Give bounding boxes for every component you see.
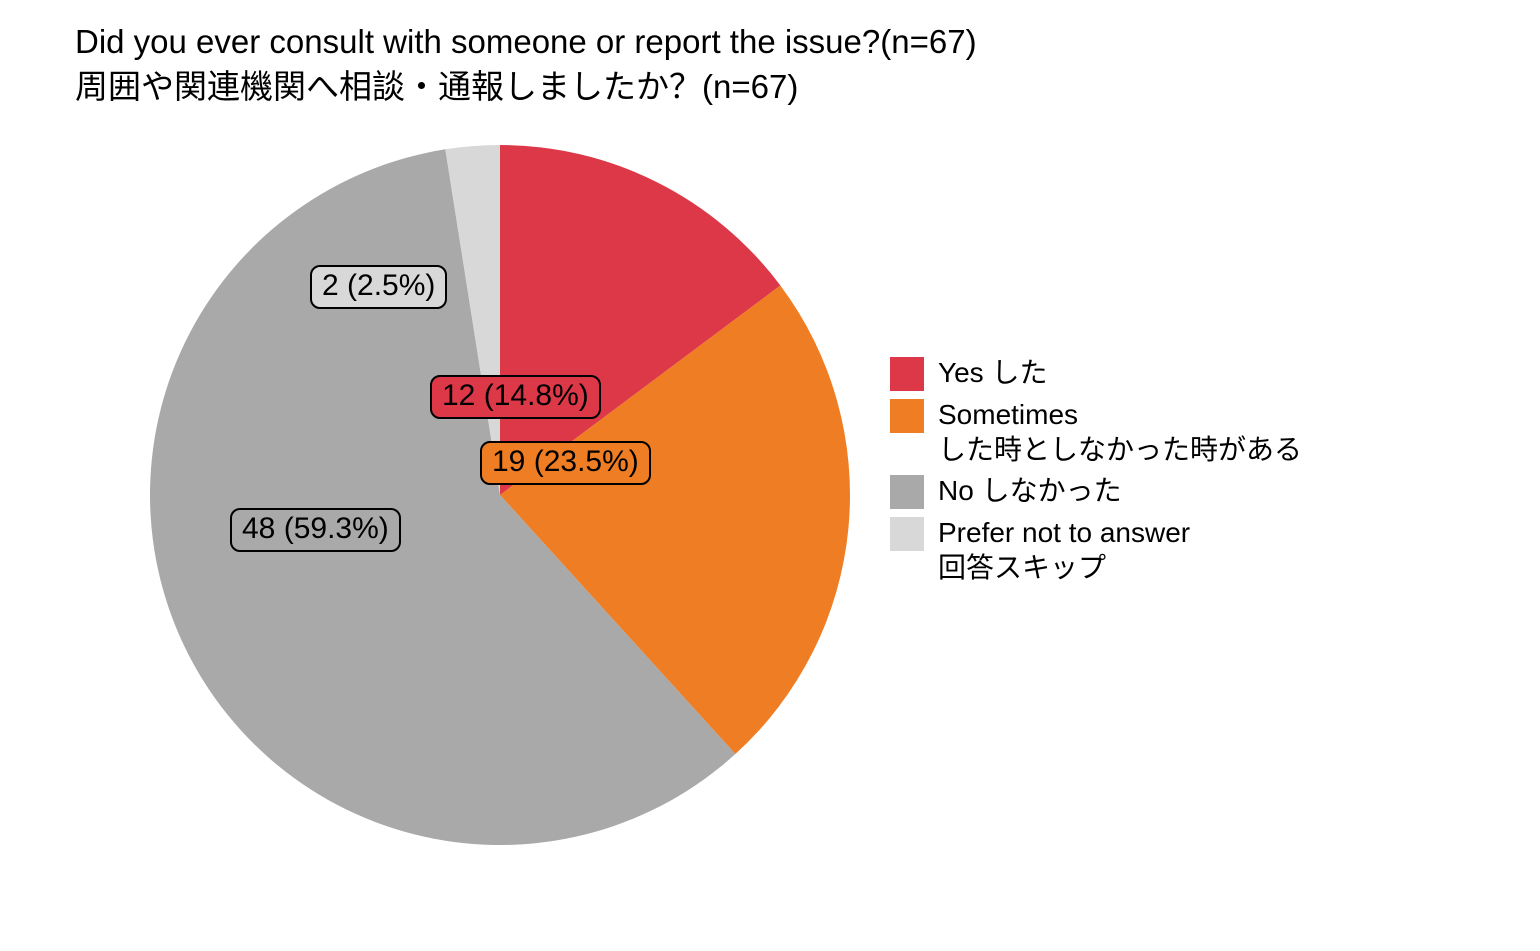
slice-label-skip: 2 (2.5%) <box>310 265 447 309</box>
pie-chart: Did you ever consult with someone or rep… <box>0 0 1540 951</box>
slice-label-no: 48 (59.3%) <box>230 508 401 552</box>
legend-item-skip: Prefer not to answer 回答スキップ <box>890 515 1302 585</box>
legend-label: Yes した <box>938 357 1047 388</box>
legend-label: Prefer not to answer <box>938 517 1190 548</box>
chart-title-line1: Did you ever consult with someone or rep… <box>75 20 977 65</box>
slice-label-sometimes: 19 (23.5%) <box>480 441 651 485</box>
legend-item-no: No しなかった <box>890 473 1302 509</box>
legend-item-yes: Yes した <box>890 355 1302 391</box>
legend-swatch-no <box>890 475 924 509</box>
legend-label: No しなかった <box>938 475 1122 506</box>
legend-swatch-sometimes <box>890 399 924 433</box>
legend: Yes した Sometimes した時としなかった時がある No しなかった … <box>890 355 1302 591</box>
legend-text-sometimes: Sometimes した時としなかった時がある <box>938 397 1302 467</box>
chart-title: Did you ever consult with someone or rep… <box>75 20 977 109</box>
legend-label-sub: 回答スキップ <box>938 550 1190 585</box>
legend-swatch-skip <box>890 517 924 551</box>
legend-text-no: No しなかった <box>938 473 1122 508</box>
chart-title-line2: 周囲や関連機関へ相談・通報しましたか？(n=67) <box>75 65 977 110</box>
slice-label-yes: 12 (14.8%) <box>430 375 601 419</box>
legend-text-yes: Yes した <box>938 355 1047 390</box>
pie-svg <box>150 145 850 845</box>
legend-swatch-yes <box>890 357 924 391</box>
legend-text-skip: Prefer not to answer 回答スキップ <box>938 515 1190 585</box>
legend-label-sub: した時としなかった時がある <box>938 432 1302 467</box>
legend-item-sometimes: Sometimes した時としなかった時がある <box>890 397 1302 467</box>
legend-label: Sometimes <box>938 399 1078 430</box>
pie-area: 12 (14.8%) 19 (23.5%) 48 (59.3%) 2 (2.5%… <box>150 145 850 845</box>
